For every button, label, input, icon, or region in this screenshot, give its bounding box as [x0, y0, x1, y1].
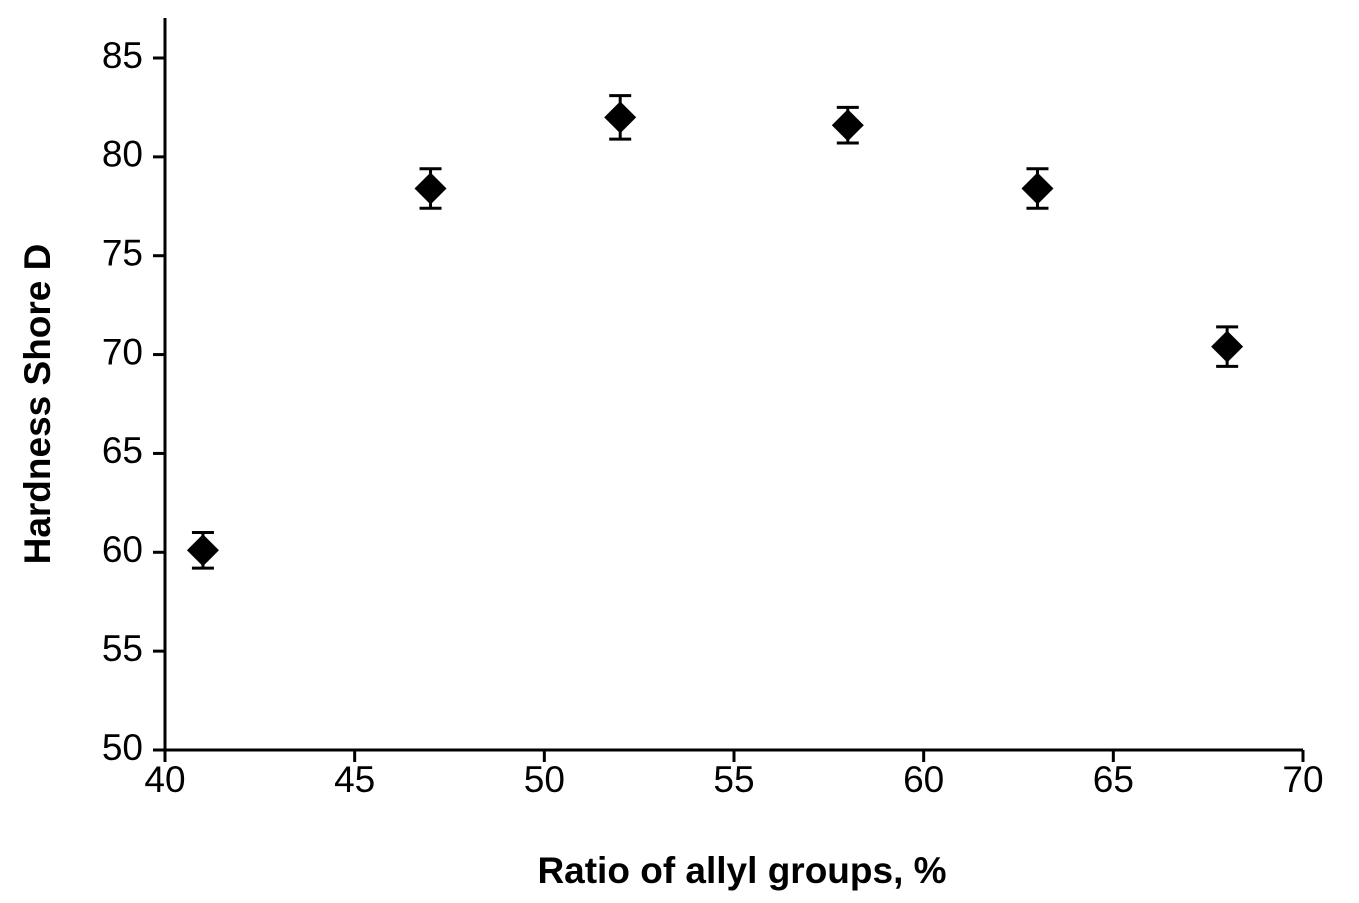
y-tick-label: 55 [102, 628, 143, 669]
point [414, 172, 447, 205]
y-tick-label: 80 [102, 134, 143, 175]
x-tick-label: 55 [713, 759, 754, 800]
x-tick-label: 45 [334, 759, 375, 800]
y-tick-label: 65 [102, 430, 143, 471]
y-axis-title: Hardness Shore D [17, 244, 58, 565]
x-tick-label: 65 [1093, 759, 1134, 800]
y-tick-label: 85 [102, 35, 143, 76]
point [186, 534, 219, 567]
x-axis-title: Ratio of allyl groups, % [537, 850, 946, 891]
point [1021, 172, 1054, 205]
x-tick-label: 40 [144, 759, 185, 800]
y-tick-label: 50 [102, 727, 143, 768]
y-tick-label: 75 [102, 232, 143, 273]
x-tick-label: 60 [903, 759, 944, 800]
y-tick-label: 60 [102, 529, 143, 570]
x-tick-label: 50 [524, 759, 565, 800]
x-tick-label: 70 [1282, 759, 1323, 800]
y-tick-label: 70 [102, 331, 143, 372]
point [1211, 330, 1244, 363]
point [604, 101, 637, 134]
point [831, 109, 864, 142]
